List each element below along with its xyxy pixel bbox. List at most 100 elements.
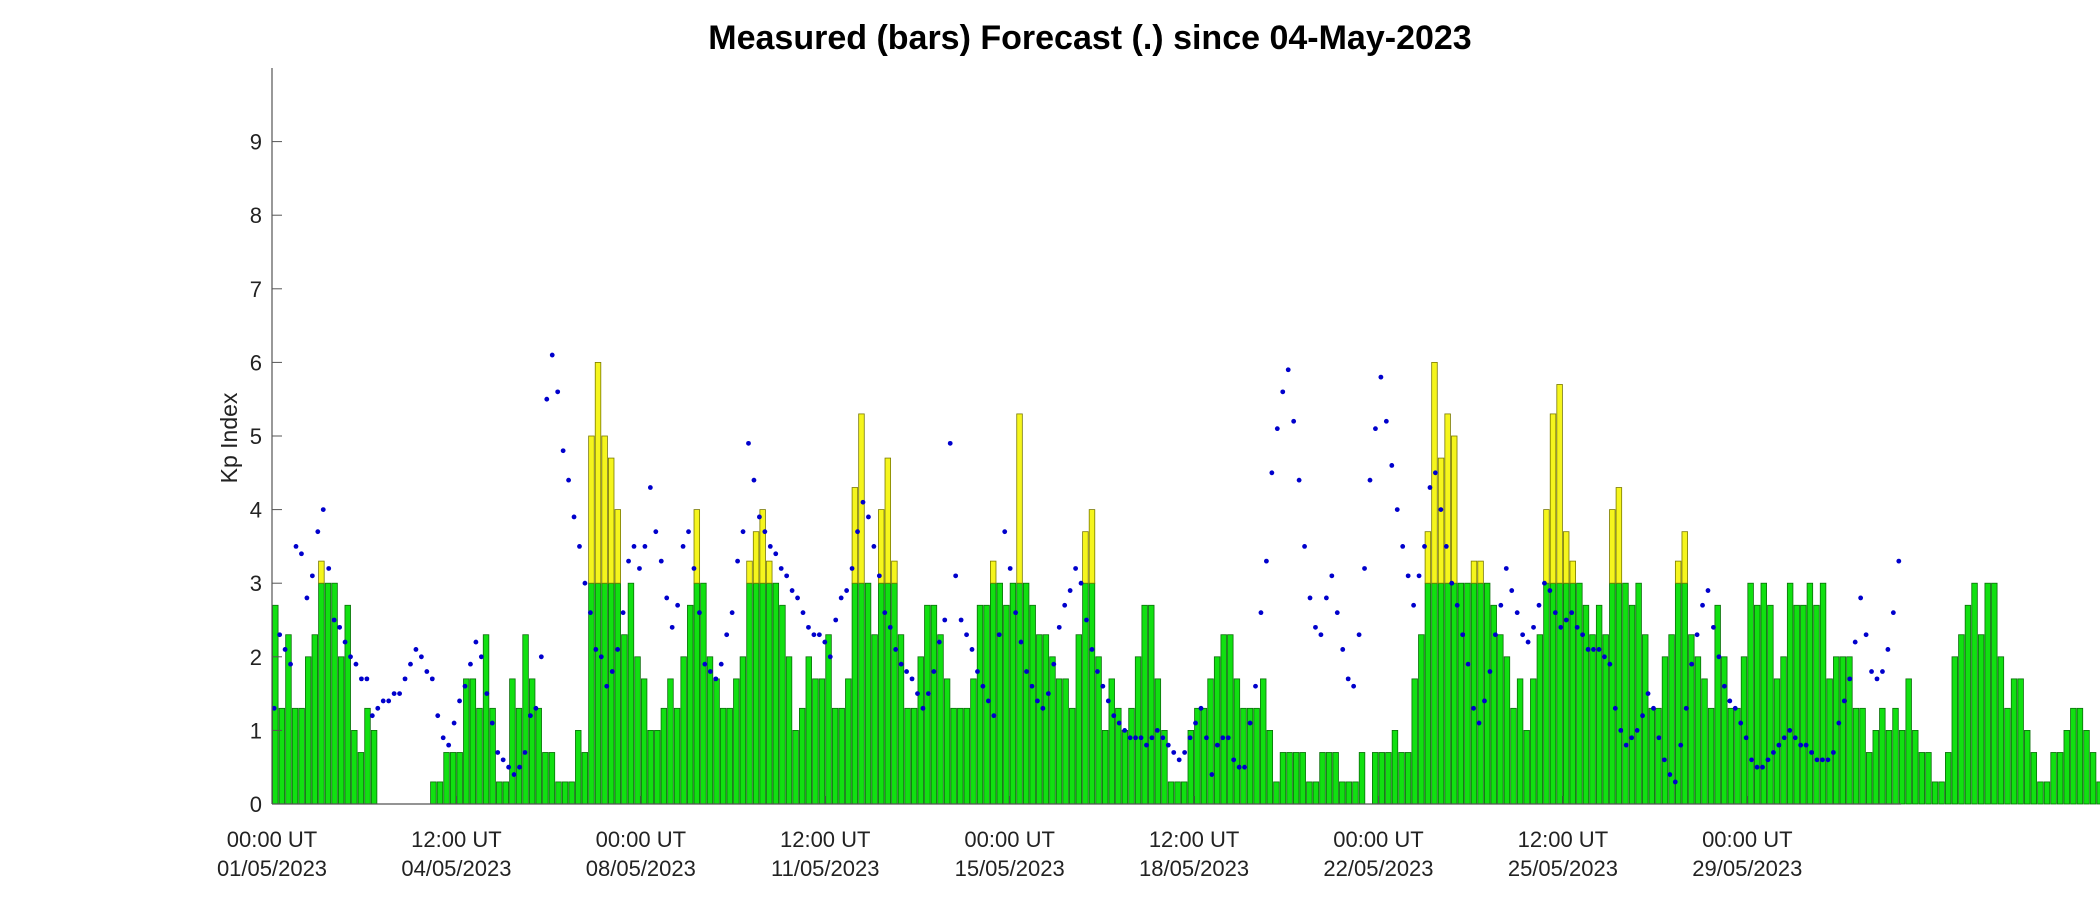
- kp-bar: [291, 707, 299, 805]
- forecast-point: [337, 624, 343, 630]
- forecast-point: [767, 544, 773, 549]
- forecast-point: [1569, 610, 1575, 616]
- forecast-point: [1411, 602, 1417, 608]
- kp-bar-storm: [746, 560, 753, 584]
- y-tick-label: 4: [250, 498, 262, 523]
- kp-bar-storm: [891, 560, 898, 584]
- forecast-point: [1264, 558, 1269, 564]
- forecast-point: [299, 551, 304, 557]
- kp-bar: [1865, 752, 1873, 805]
- forecast-point: [544, 396, 550, 402]
- forecast-point: [1825, 757, 1831, 763]
- kp-bar-storm: [1470, 560, 1478, 584]
- forecast-point: [1073, 566, 1078, 571]
- forecast-point: [1820, 757, 1825, 763]
- kp-bar: [1325, 752, 1333, 805]
- kp-bar: [634, 656, 641, 805]
- kp-bar: [594, 582, 602, 805]
- forecast-point: [1880, 669, 1885, 674]
- kp-bar-storm: [1556, 384, 1563, 584]
- forecast-point: [1798, 742, 1804, 748]
- kp-bar-storm: [1549, 413, 1557, 584]
- forecast-point: [795, 595, 800, 601]
- forecast-point: [1029, 683, 1035, 689]
- forecast-point: [631, 544, 637, 549]
- forecast-point: [1700, 602, 1705, 608]
- forecast-point: [435, 713, 441, 719]
- forecast-point: [1896, 558, 1902, 564]
- kp-bar-storm: [1569, 560, 1576, 584]
- forecast-point: [969, 647, 975, 652]
- forecast-point: [1067, 588, 1073, 593]
- forecast-point: [1433, 470, 1438, 476]
- forecast-point: [947, 440, 953, 446]
- forecast-point: [1089, 647, 1095, 652]
- x-tick-date: 18/05/2023: [1139, 856, 1249, 881]
- forecast-point: [936, 639, 942, 645]
- kp-bar: [825, 634, 832, 805]
- forecast-point: [375, 705, 381, 711]
- forecast-point: [1231, 757, 1237, 763]
- kp-bar-storm: [766, 560, 773, 584]
- kp-bar: [2010, 678, 2018, 805]
- forecast-point: [658, 558, 664, 564]
- forecast-point: [1291, 418, 1297, 424]
- forecast-point: [1847, 676, 1853, 682]
- kp-bar: [983, 604, 990, 805]
- forecast-point: [478, 654, 484, 660]
- kp-bar: [1892, 707, 1899, 805]
- kp-bar: [1306, 781, 1313, 805]
- forecast-point: [1858, 595, 1864, 601]
- forecast-point: [1269, 470, 1275, 476]
- forecast-point: [1198, 705, 1204, 711]
- forecast-point: [1602, 654, 1607, 660]
- kp-bar: [1286, 752, 1293, 805]
- forecast-point: [1225, 735, 1231, 741]
- forecast-point: [1334, 610, 1340, 616]
- kp-bar: [805, 656, 812, 805]
- kp-bar: [535, 707, 542, 805]
- forecast-point: [762, 529, 768, 535]
- measured-bars: [272, 361, 2100, 805]
- forecast-point: [866, 514, 871, 520]
- kp-bar: [1727, 707, 1735, 805]
- kp-bar: [1898, 730, 1906, 805]
- kp-bar: [1444, 582, 1451, 805]
- forecast-point: [1171, 750, 1177, 755]
- forecast-point: [528, 713, 533, 719]
- kp-bar-storm: [878, 509, 885, 584]
- kp-bar: [2017, 678, 2024, 805]
- kp-bar: [1780, 656, 1787, 805]
- kp-bar: [1912, 730, 1919, 805]
- forecast-point: [1095, 669, 1100, 674]
- forecast-point: [1051, 661, 1057, 667]
- kp-bar: [1418, 634, 1425, 805]
- kp-bar: [1740, 656, 1748, 805]
- forecast-point: [1220, 735, 1226, 741]
- forecast-point: [713, 676, 719, 682]
- forecast-point: [511, 772, 517, 777]
- forecast-point: [288, 661, 293, 667]
- kp-bar: [1404, 752, 1412, 805]
- kp-bar: [581, 752, 589, 805]
- kp-bar: [1457, 582, 1465, 805]
- kp-bar: [1424, 582, 1432, 805]
- kp-bar: [1800, 604, 1807, 805]
- kp-bar: [364, 707, 371, 805]
- kp-bar: [1826, 678, 1833, 805]
- y-axis-label: Kp Index: [216, 392, 242, 483]
- kp-bar: [2063, 730, 2070, 805]
- forecast-point: [1727, 698, 1733, 704]
- forecast-point: [1045, 691, 1051, 696]
- kp-bar: [337, 656, 345, 805]
- forecast-point: [1313, 624, 1318, 630]
- x-tick-date: 15/05/2023: [955, 856, 1065, 881]
- forecast-point: [1242, 764, 1247, 770]
- kp-bar: [1358, 752, 1366, 805]
- kp-bar: [1576, 582, 1583, 805]
- kp-bar: [1141, 604, 1148, 805]
- kp-bar: [713, 678, 720, 805]
- kp-bar: [1938, 781, 1945, 805]
- kp-bar: [1674, 582, 1682, 805]
- forecast-point: [1144, 742, 1149, 748]
